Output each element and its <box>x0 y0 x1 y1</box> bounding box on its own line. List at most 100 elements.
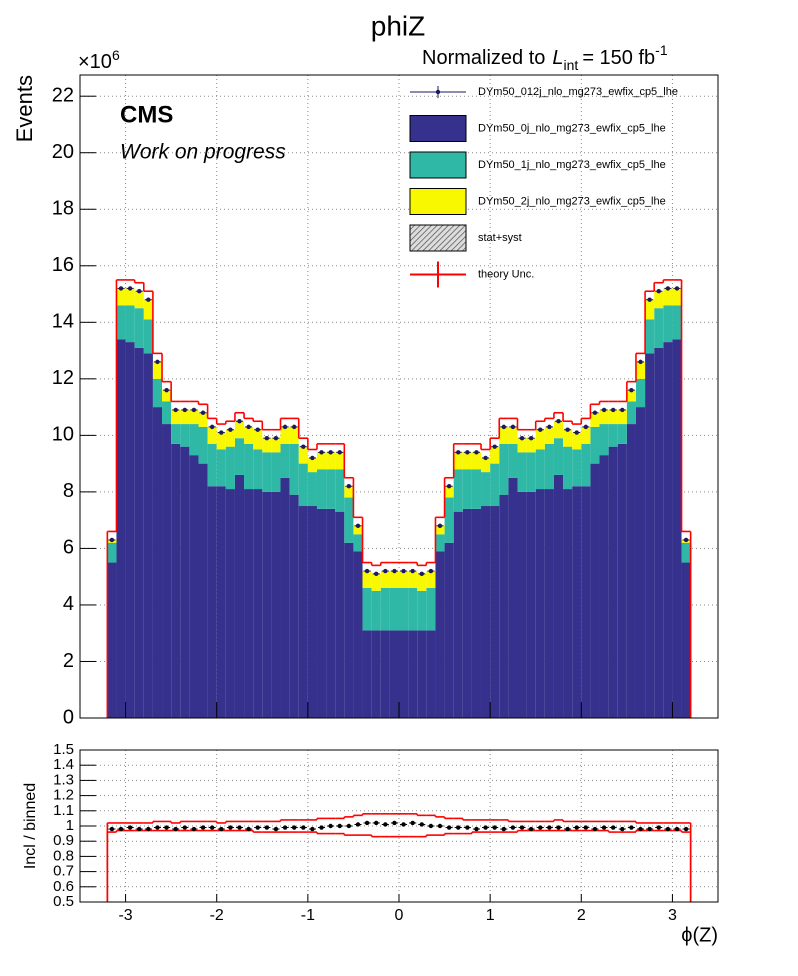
data-point <box>446 825 452 830</box>
stack-bar <box>271 438 281 453</box>
stack-bar <box>335 469 345 512</box>
stack-bar <box>490 463 500 507</box>
stack-bar <box>307 506 317 718</box>
stack-bar <box>171 443 181 718</box>
stack-bar <box>526 452 536 492</box>
stack-bar <box>663 305 673 343</box>
stack-bar <box>462 452 472 470</box>
y-tick-label: 18 <box>52 198 74 220</box>
data-point <box>137 826 142 832</box>
data-point <box>665 286 671 291</box>
data-point <box>456 825 461 830</box>
stack-bar <box>335 511 345 718</box>
stack-bar <box>234 421 245 439</box>
stack-bar <box>481 506 491 718</box>
stack-bar <box>526 491 536 718</box>
luminosity-note: Normalized to Lint = 150 fb-1 <box>422 42 668 73</box>
data-point <box>419 822 424 827</box>
stack-bar <box>572 486 582 718</box>
y-tick-label: 0.8 <box>53 847 74 864</box>
stack-bar <box>581 426 591 444</box>
stack-bar <box>116 305 126 340</box>
stack-bar <box>444 542 454 718</box>
data-point <box>173 826 178 832</box>
stack-bar <box>107 542 117 563</box>
data-point <box>228 825 233 830</box>
stack-bar <box>262 491 272 718</box>
data-point <box>319 825 324 830</box>
stack-bar <box>344 497 354 543</box>
stack-bar <box>526 438 536 453</box>
data-point <box>437 523 443 529</box>
stack-bar <box>162 424 172 718</box>
stack-bar <box>544 443 554 490</box>
stack-bar <box>362 630 372 718</box>
stack-bar <box>544 489 554 718</box>
data-point <box>291 825 297 830</box>
stack-bar <box>435 534 445 552</box>
data-point <box>364 568 370 574</box>
stack-bar <box>262 452 272 492</box>
stack-bar <box>316 452 327 470</box>
data-point <box>200 410 206 415</box>
stack-bar <box>453 452 463 470</box>
stack-bar <box>617 443 627 718</box>
stack-bar <box>298 446 308 464</box>
stack-bar <box>517 452 527 492</box>
stack-bar <box>544 426 554 444</box>
data-point <box>528 435 534 441</box>
stack-bar <box>608 409 618 425</box>
data-point <box>383 822 388 827</box>
data-point <box>410 820 415 826</box>
data-point <box>200 825 206 830</box>
stack-bar <box>563 429 573 447</box>
stack-bar <box>490 446 500 464</box>
stack-bar <box>198 463 208 718</box>
stack-bar <box>654 308 664 348</box>
stack-bar <box>535 489 545 718</box>
stack-bar <box>180 446 190 718</box>
stack-bar <box>134 291 144 309</box>
y-tick-label: 0 <box>63 706 74 728</box>
stack-bar <box>380 587 390 631</box>
stack-bar <box>198 426 208 464</box>
data-point <box>446 484 452 489</box>
stack-bar <box>307 472 317 507</box>
data-point <box>173 407 178 413</box>
stack-bar <box>253 489 263 718</box>
data-point <box>601 407 607 413</box>
stack-bar <box>508 477 518 718</box>
stack-bar <box>581 443 591 487</box>
stack-bar <box>508 443 518 478</box>
stack-bar <box>553 421 564 439</box>
data-point <box>255 825 260 830</box>
data-point <box>127 286 133 291</box>
data-point <box>209 825 215 830</box>
data-point <box>355 822 361 827</box>
data-point <box>547 825 552 830</box>
legend-swatch <box>409 188 467 215</box>
stack-bar <box>535 449 545 490</box>
data-point <box>583 424 589 430</box>
data-point <box>620 826 625 832</box>
stack-bar <box>326 452 336 470</box>
stack-bar <box>125 288 135 306</box>
chart-title: phiZ <box>371 10 425 41</box>
data-point <box>565 826 570 832</box>
stack-bar <box>380 571 390 588</box>
stack-bar <box>225 446 235 490</box>
data-point <box>109 537 115 543</box>
stack-bar <box>225 429 235 447</box>
stack-bar <box>316 508 327 718</box>
data-point <box>346 823 352 829</box>
data-point <box>146 297 151 302</box>
stack-bar <box>508 426 518 444</box>
stack-bar <box>253 429 263 450</box>
data-point <box>291 424 297 430</box>
stack-bar <box>517 438 527 453</box>
stack-bar <box>535 429 545 450</box>
legend-label: DYm50_0j_nlo_mg273_ewfix_cp5_lhe <box>478 122 666 134</box>
data-point <box>246 826 251 832</box>
data-point <box>355 523 361 529</box>
x-tick-label: 3 <box>668 907 677 924</box>
